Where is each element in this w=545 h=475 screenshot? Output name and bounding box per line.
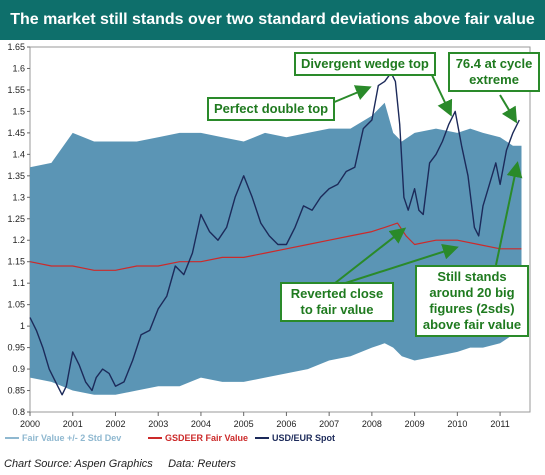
x-tick-label: 2001 — [63, 419, 83, 429]
legend-label: Fair Value +/- 2 Std Dev — [22, 433, 121, 443]
arrow-reverted-2 — [329, 244, 459, 289]
y-tick-label: 0.85 — [7, 386, 25, 396]
source-line: Chart Source: Aspen Graphics Data: Reute… — [4, 458, 236, 470]
annotation-perfect-double-top: Perfect double top — [207, 97, 336, 121]
y-tick-label: 1.65 — [7, 42, 25, 52]
y-tick-label: 1.2 — [12, 235, 25, 245]
fair-value-band — [30, 102, 522, 395]
x-tick-label: 2009 — [405, 419, 425, 429]
x-tick-label: 2008 — [362, 419, 382, 429]
x-tick-label: 2005 — [234, 419, 254, 429]
y-tick-label: 1.1 — [12, 278, 25, 288]
y-tick-label: 1.25 — [7, 214, 25, 224]
y-tick-label: 1.6 — [12, 63, 25, 73]
y-tick-label: 0.95 — [7, 343, 25, 353]
x-tick-label: 2011 — [490, 419, 509, 429]
source-label: Chart Source: Aspen Graphics — [4, 458, 153, 470]
chart-title: The market still stands over two standar… — [10, 11, 535, 28]
usd-eur-spot-line — [29, 72, 520, 396]
x-tick-label: 2004 — [191, 419, 211, 429]
y-tick-label: 0.8 — [12, 407, 25, 417]
axes: 0.8 0.85 0.9 0.95 1 1.05 1.1 1.15 1.2 1.25 1.3 1.35… — [7, 42, 509, 429]
annotation-still-stands: Still stands around 20 big figures (2sds… — [415, 265, 529, 337]
annotation-divergent-wedge-top: Divergent wedge top — [294, 52, 436, 76]
y-tick-label: 1 — [20, 321, 25, 331]
arrow-still-stands — [495, 161, 523, 266]
y-tick-label: 1.05 — [7, 300, 25, 310]
y-tick-label: 1.3 — [12, 192, 25, 202]
y-tick-label: 1.55 — [7, 85, 25, 95]
annotation-arrows — [329, 70, 523, 289]
data-source: Data: Reuters — [168, 458, 236, 470]
annotation-reverted-fair-value: Reverted close to fair value — [280, 282, 394, 322]
arrow-wedge-top — [429, 70, 453, 117]
legend: Fair Value +/- 2 Std Dev GSDEER Fair Valu… — [5, 433, 335, 443]
legend-label: USD/EUR Spot — [272, 433, 335, 443]
annotation-cycle-extreme: 76.4 at cycle extreme — [448, 52, 540, 92]
x-tick-label: 2000 — [20, 419, 40, 429]
arrow-cycle-extreme — [499, 94, 518, 124]
y-tick-label: 0.9 — [12, 364, 25, 374]
x-tick-label: 2002 — [105, 419, 125, 429]
y-tick-label: 1.35 — [7, 171, 25, 181]
arrow-reverted-1 — [329, 227, 407, 288]
x-tick-label: 2006 — [276, 419, 296, 429]
title-banner: The market still stands over two standar… — [0, 0, 545, 40]
y-tick-label: 1.5 — [12, 106, 25, 116]
legend-label: GSDEER Fair Value — [165, 433, 248, 443]
x-tick-label: 2007 — [319, 419, 339, 429]
y-tick-label: 1.45 — [7, 128, 25, 138]
gsdeer-fair-value-line — [29, 222, 522, 271]
x-tick-label: 2003 — [148, 419, 168, 429]
y-tick-label: 1.15 — [7, 257, 25, 267]
x-tick-label: 2010 — [447, 419, 467, 429]
arrow-double-top — [331, 85, 372, 104]
y-tick-label: 1.4 — [12, 149, 25, 159]
